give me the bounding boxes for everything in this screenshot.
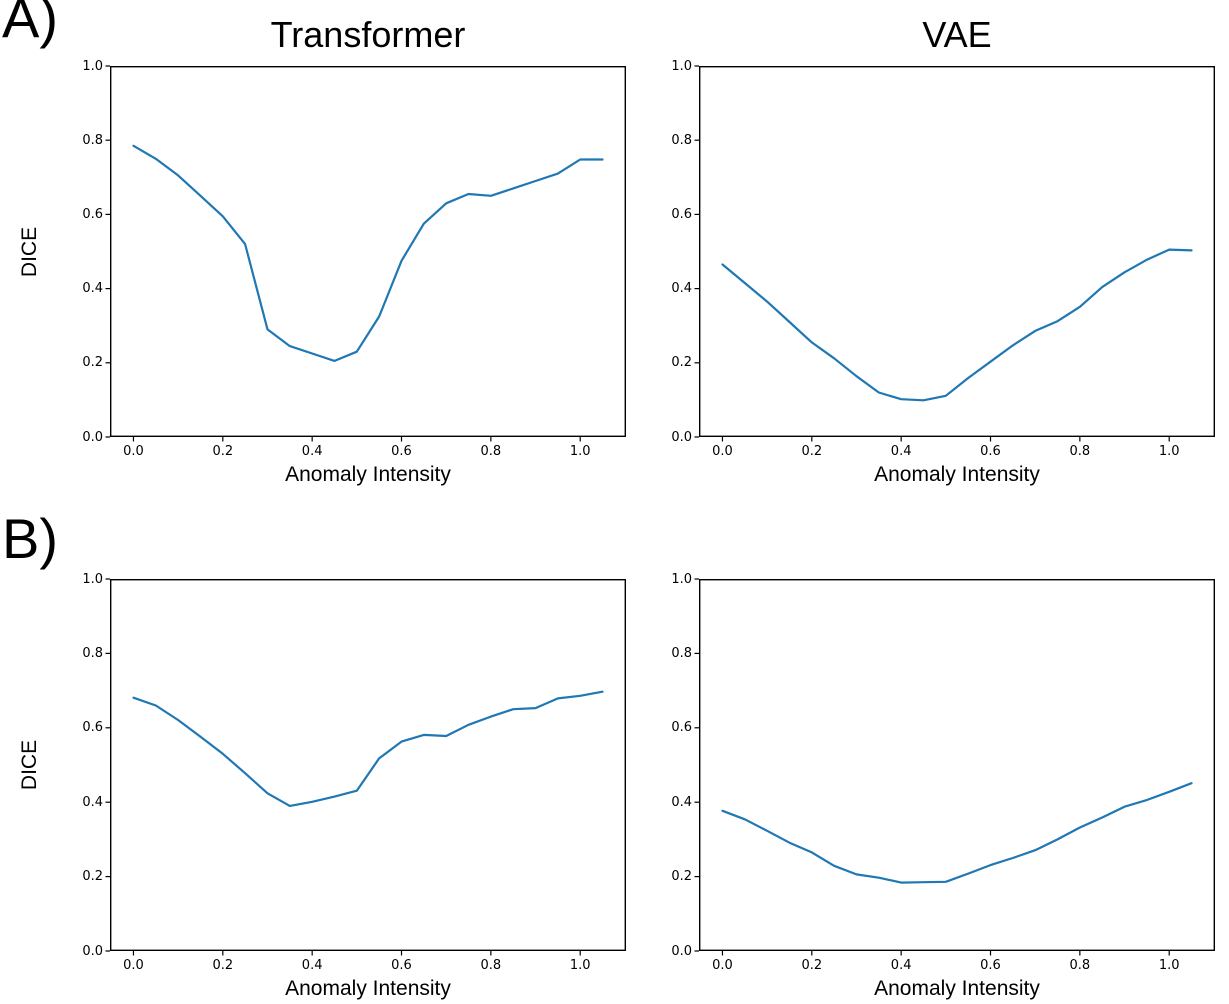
x-tick-label: 0.8 (1069, 444, 1091, 459)
plot-a-transformer: Transformer DICE Anomaly Intensity 0.0 0.… (18, 17, 626, 486)
y-tick-label: 0.6 (671, 206, 692, 222)
x-tick-label: 0.0 (712, 444, 733, 459)
x-axis-label-anomaly-intensity: Anomaly Intensity (874, 977, 1040, 1000)
y-tick-label: 0.8 (671, 132, 692, 148)
axes-a-transformer (105, 65, 626, 442)
x-tick-label: 0.8 (480, 444, 502, 459)
dice-curve (721, 248, 1193, 402)
x-tick-label: 0.4 (890, 958, 912, 973)
y-tick-label: 0.0 (671, 943, 692, 959)
plot-title-transformer: Transformer (270, 14, 466, 55)
y-tick-label: 0.0 (82, 429, 103, 445)
x-axis-label-anomaly-intensity: Anomaly Intensity (285, 977, 451, 1000)
dice-curve (132, 690, 604, 807)
x-tick-label: 0.4 (301, 444, 323, 459)
y-tick-label: 0.0 (82, 943, 103, 959)
y-tick-label: 0.8 (82, 132, 103, 148)
axes-spines (109, 65, 626, 438)
y-tick-label: 0.0 (671, 429, 692, 445)
y-tick-label: 1.0 (671, 571, 692, 587)
y-tick-label: 0.6 (82, 720, 103, 736)
y-tick-label: 0.2 (671, 355, 692, 371)
axes-b-transformer (105, 578, 626, 956)
y-tick-label: 0.4 (671, 281, 692, 297)
x-tick-label: 0.8 (480, 958, 502, 973)
y-axis-label-dice: DICE (18, 739, 41, 791)
y-tick-label: 0.2 (82, 869, 103, 885)
axes-spines (698, 578, 1215, 952)
y-tick-label: 0.4 (671, 794, 692, 810)
y-tick-label: 0.2 (671, 869, 692, 885)
panel-label-a: A) (2, 0, 58, 49)
plot-b-vae: Anomaly Intensity 0.0 0.2 0.4 0.6 0.8 1.0 0.0 0… (671, 573, 1215, 1000)
y-tick-label: 0.8 (82, 645, 103, 661)
y-tick-label: 0.4 (82, 794, 103, 810)
x-tick-label: 1.0 (569, 958, 591, 973)
x-tick-label: 0.0 (123, 958, 144, 973)
y-tick-label: 1.0 (671, 58, 692, 74)
x-tick-label: 1.0 (569, 444, 591, 459)
x-tick-label: 0.6 (980, 444, 1001, 459)
x-tick-label: 1.0 (1158, 958, 1180, 973)
y-tick-label: 1.0 (82, 571, 103, 587)
x-tick-label: 0.6 (980, 958, 1001, 973)
x-axis-label-anomaly-intensity: Anomaly Intensity (874, 463, 1040, 486)
x-tick-label: 0.2 (801, 958, 823, 973)
x-tick-label: 0.0 (123, 444, 144, 459)
x-tick-label: 0.4 (301, 958, 323, 973)
y-tick-label: 0.2 (82, 355, 103, 371)
y-axis-label-dice: DICE (18, 226, 41, 277)
x-tick-label: 0.2 (801, 444, 823, 459)
dice-curve (721, 782, 1193, 884)
dice-curve (132, 144, 604, 362)
plot-b-transformer: DICE Anomaly Intensity 0.0 0.2 0.4 0.6 0.8 1.… (18, 573, 626, 1000)
y-tick-label: 0.6 (671, 720, 692, 736)
x-tick-label: 0.8 (1069, 958, 1091, 973)
y-tick-label: 1.0 (82, 58, 103, 74)
y-tick-label: 0.8 (671, 645, 692, 661)
x-tick-label: 0.6 (391, 958, 412, 973)
x-tick-label: 0.4 (890, 444, 912, 459)
axes-b-vae (694, 578, 1215, 956)
plot-title-vae: VAE (922, 14, 992, 55)
axes-spines (698, 65, 1215, 438)
axes-a-vae (694, 65, 1215, 442)
x-tick-label: 0.2 (212, 444, 234, 459)
y-tick-label: 0.6 (82, 206, 103, 222)
panel-label-b: B) (2, 507, 58, 570)
x-tick-label: 0.2 (212, 958, 234, 973)
x-tick-label: 0.6 (391, 444, 412, 459)
y-tick-label: 0.4 (82, 281, 103, 297)
x-tick-label: 0.0 (712, 958, 733, 973)
x-tick-label: 1.0 (1158, 444, 1180, 459)
plot-a-vae: VAE Anomaly Intensity 0.0 0.2 0.4 0.6 0.8 1.0… (671, 17, 1215, 486)
axes-spines (109, 578, 626, 952)
x-axis-label-anomaly-intensity: Anomaly Intensity (285, 463, 451, 486)
